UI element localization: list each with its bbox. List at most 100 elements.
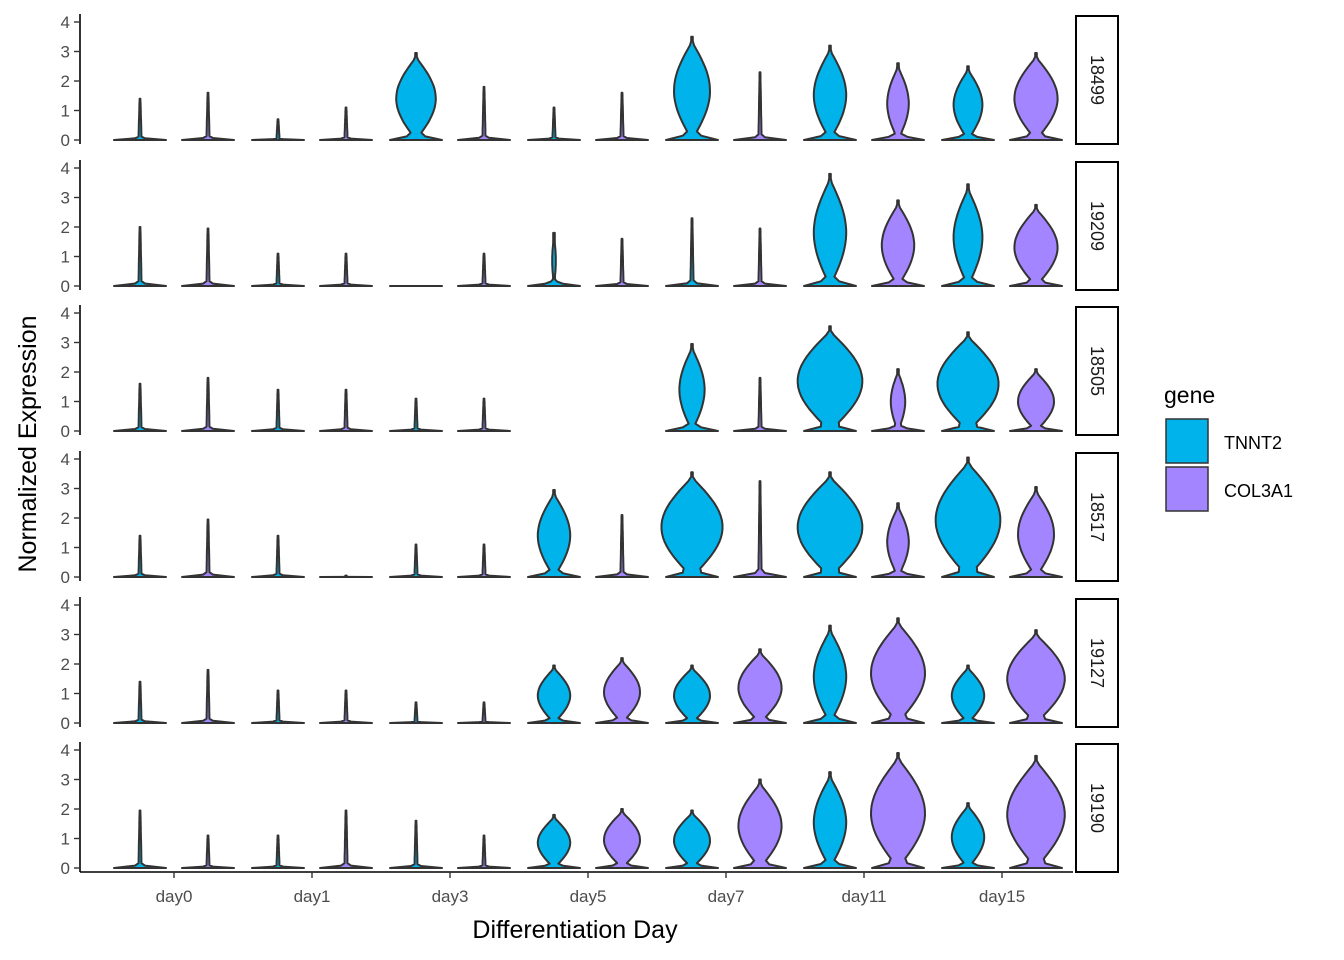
- violin-col3a1-day11-19209: [871, 199, 925, 287]
- violin-tnnt2-day1-19209: [251, 252, 305, 287]
- violin-col3a1-day15-18505: [1009, 368, 1063, 432]
- violin-tnnt2-day15-18505: [936, 331, 1000, 432]
- y-tick-label: 0: [61, 131, 70, 150]
- violin-col3a1-day3-19209: [457, 252, 511, 287]
- y-tick-label: 1: [61, 393, 70, 412]
- violin-col3a1-day11-18499: [871, 62, 925, 141]
- violin-col3a1-day15-18517: [1009, 486, 1063, 578]
- violin-col3a1-day15-18499: [1009, 52, 1063, 141]
- violin-tnnt2-day1-18505: [251, 388, 305, 432]
- violin-col3a1-day11-18517: [871, 502, 925, 578]
- violin-col3a1-day11-19127: [870, 617, 926, 724]
- violin-tnnt2-day15-18499: [941, 65, 995, 141]
- violin-col3a1-day3-18517: [457, 543, 511, 578]
- violin-tnnt2-day3-18499: [389, 52, 443, 141]
- facet-strip-label: 19209: [1087, 201, 1107, 251]
- y-tick-label: 4: [61, 596, 70, 615]
- violin-col3a1-day1-19190: [319, 809, 373, 869]
- y-tick-label: 1: [61, 685, 70, 704]
- violin-tnnt2-day1-19127: [251, 689, 305, 724]
- legend-label-tnnt2: TNNT2: [1224, 433, 1282, 453]
- y-tick-label: 0: [61, 422, 70, 441]
- violin-col3a1-day0-18517: [181, 518, 235, 578]
- x-tick-label-day15: day15: [979, 887, 1025, 906]
- y-tick-label: 4: [61, 304, 70, 323]
- facet-strip: [1075, 161, 1119, 291]
- violin-tnnt2-day1-19190: [251, 834, 305, 869]
- y-tick-label: 0: [61, 714, 70, 733]
- y-tick-label: 0: [61, 859, 70, 878]
- violin-tnnt2-day11-18505: [796, 325, 864, 432]
- violin-tnnt2-day7-18517: [660, 471, 724, 578]
- violin-col3a1-day11-18505: [871, 368, 925, 432]
- violin-tnnt2-day5-19127: [527, 664, 581, 724]
- violin-tnnt2-day11-19127: [803, 624, 857, 724]
- violin-col3a1-day1-19127: [319, 689, 373, 724]
- facet-panel-18505: 0 1 2 3 4 18505: [61, 304, 1119, 441]
- facet-panel-19190: 0 1 2 3 4 19190: [61, 741, 1119, 878]
- violin-col3a1-day3-19127: [457, 701, 511, 724]
- y-tick-label: 3: [61, 771, 70, 790]
- facet-panel-18517: 0 1 2 3 4 18517: [61, 450, 1119, 587]
- violin-tnnt2-day0-18505: [113, 382, 167, 432]
- violin-tnnt2-day15-19190: [941, 802, 995, 869]
- facet-strip-label: 19127: [1087, 638, 1107, 688]
- violin-col3a1-day11-19190: [870, 752, 926, 869]
- violin-col3a1-day7-19127: [733, 648, 787, 724]
- x-tick-label-day3: day3: [432, 887, 469, 906]
- y-tick-label: 1: [61, 539, 70, 558]
- violin-tnnt2-day3-19127: [389, 701, 443, 724]
- violin-col3a1-day3-19190: [457, 834, 511, 869]
- violin-col3a1-day0-18505: [181, 376, 235, 432]
- violin-tnnt2-day0-19127: [113, 680, 167, 724]
- y-tick-label: 2: [61, 363, 70, 382]
- violin-tnnt2-day5-19190: [527, 813, 581, 869]
- facet-panel-18499: 0 1 2 3 4 18499: [61, 13, 1119, 150]
- y-tick-label: 3: [61, 43, 70, 62]
- facet-strip-label: 18505: [1087, 346, 1107, 396]
- legend-swatch-col3a1: [1165, 466, 1209, 512]
- legend-label-col3a1: COL3A1: [1224, 481, 1293, 501]
- violin-col3a1-day7-18517: [733, 480, 787, 578]
- facet-strip-label: 19190: [1087, 783, 1107, 833]
- y-tick-label: 2: [61, 800, 70, 819]
- violin-col3a1-day5-19190: [595, 808, 649, 869]
- x-tick-label-day0: day0: [156, 887, 193, 906]
- violin-tnnt2-day11-19190: [803, 771, 857, 869]
- violin-col3a1-day15-19190: [1006, 754, 1066, 869]
- violin-tnnt2-day0-18517: [113, 534, 167, 578]
- violin-col3a1-day0-18499: [181, 91, 235, 141]
- violin-tnnt2-day5-18499: [527, 106, 581, 141]
- y-tick-label: 3: [61, 626, 70, 645]
- violin-tnnt2-day3-18517: [389, 543, 443, 578]
- violin-tnnt2-day5-19209: [527, 231, 581, 287]
- violin-tnnt2-day11-18499: [803, 44, 857, 141]
- facet-panel-19127: 0 1 2 3 4 19127: [61, 596, 1119, 733]
- violin-tnnt2-day3-19190: [389, 819, 443, 869]
- violin-col3a1-day7-19209: [733, 227, 787, 287]
- y-tick-label: 4: [61, 450, 70, 469]
- violin-col3a1-day1-18505: [319, 388, 373, 432]
- violin-col3a1-day3-18505: [457, 397, 511, 432]
- violin-col3a1-day7-18499: [733, 71, 787, 141]
- y-tick-label: 3: [61, 480, 70, 499]
- y-tick-label: 3: [61, 334, 70, 353]
- y-tick-label: 0: [61, 568, 70, 587]
- violin-col3a1-day0-19127: [181, 668, 235, 724]
- violin-col3a1-day15-19209: [1009, 203, 1063, 287]
- x-axis-title: Differentiation Day: [472, 916, 678, 944]
- y-tick-label: 4: [61, 13, 70, 32]
- violin-col3a1-day15-19127: [1006, 629, 1066, 724]
- y-tick-label: 1: [61, 248, 70, 267]
- violin-tnnt2-day7-19209: [665, 217, 719, 287]
- violin-tnnt2-day11-19209: [803, 172, 857, 287]
- violin-tnnt2-day0-19209: [113, 226, 167, 287]
- violin-col3a1-day0-19209: [181, 227, 235, 287]
- violin-tnnt2-day11-18517: [796, 471, 864, 578]
- violin-tnnt2-day5-18517: [527, 489, 581, 578]
- x-tick-label-day7: day7: [708, 887, 745, 906]
- x-tick-label-day5: day5: [570, 887, 607, 906]
- violin-tnnt2-day7-19190: [665, 809, 719, 869]
- facet-strip: [1075, 598, 1119, 728]
